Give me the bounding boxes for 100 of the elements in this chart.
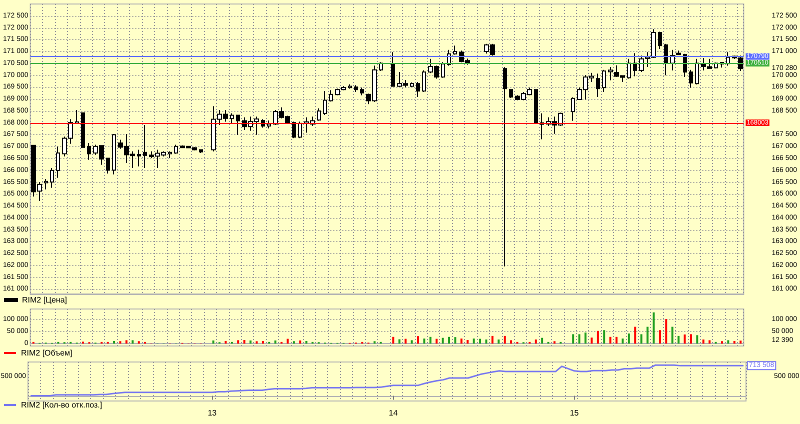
x-tick-label: 13: [208, 408, 218, 418]
candlestick: [360, 87, 364, 96]
candlestick: [670, 49, 675, 71]
bar: [454, 337, 456, 344]
candlestick: [329, 90, 333, 102]
candlestick: [608, 66, 613, 81]
bar: [392, 336, 394, 344]
bar: [243, 340, 246, 344]
bar: [472, 338, 475, 344]
bar: [720, 341, 723, 344]
x-tick-label: 14: [388, 408, 398, 418]
candlestick: [602, 69, 606, 92]
candlestick: [50, 168, 54, 188]
bar: [504, 336, 506, 344]
candlestick: [441, 62, 445, 78]
bar: [628, 334, 630, 344]
candlestick: [75, 110, 79, 124]
bar: [404, 338, 407, 344]
candlestick: [106, 158, 110, 174]
bar: [690, 334, 692, 344]
candlestick: [137, 149, 141, 167]
bar: [590, 338, 593, 344]
bar: [224, 340, 227, 344]
bar: [479, 338, 482, 344]
bar: [436, 338, 438, 344]
candlestick: [323, 90, 327, 116]
bar: [684, 334, 686, 344]
candlestick: [571, 96, 575, 122]
bar: [498, 340, 500, 344]
bar: [696, 335, 698, 344]
candlestick: [143, 124, 147, 169]
bar: [485, 340, 488, 344]
candlestick: [596, 73, 600, 98]
candlestick: [298, 121, 302, 139]
candlestick: [726, 52, 730, 66]
bar: [640, 334, 642, 344]
bar: [671, 326, 674, 344]
candlestick: [174, 144, 178, 154]
candlestick: [664, 43, 668, 76]
bar: [250, 340, 252, 344]
bar: [652, 312, 655, 344]
candlestick: [112, 134, 116, 175]
bar: [541, 338, 544, 344]
bar: [305, 340, 308, 344]
bar: [237, 340, 240, 344]
bar: [429, 336, 432, 344]
bar: [609, 336, 612, 344]
bar: [708, 340, 711, 344]
bar: [534, 340, 537, 344]
legend-label: RIM2 [Объем]: [21, 348, 72, 358]
bar: [584, 332, 587, 344]
bar: [138, 341, 140, 344]
candlestick: [453, 45, 457, 56]
candlestick: [56, 146, 60, 178]
candlestick: [416, 81, 420, 98]
candlestick: [292, 121, 296, 139]
x-tick-label: 15: [570, 408, 580, 418]
bar: [286, 338, 289, 344]
candlestick: [317, 108, 321, 122]
candlestick: [658, 31, 662, 50]
bar: [374, 341, 376, 344]
bar: [212, 340, 214, 344]
bar: [132, 340, 134, 344]
bar: [634, 326, 636, 344]
bar: [491, 336, 494, 344]
bar: [448, 336, 450, 344]
candlestick: [44, 178, 48, 190]
candlestick: [633, 52, 637, 77]
legend-label: RIM2 [Цена]: [22, 296, 68, 304]
bar: [442, 338, 444, 344]
bar: [603, 330, 606, 344]
candlestick: [509, 88, 513, 98]
candlestick: [676, 50, 681, 56]
candlestick: [267, 120, 271, 129]
bar: [740, 340, 742, 344]
candlestick: [503, 66, 507, 267]
bar: [274, 340, 276, 344]
candlestick: [199, 148, 203, 154]
bar: [572, 334, 574, 344]
candlestick: [391, 52, 395, 87]
bar: [646, 326, 649, 344]
bar: [423, 338, 426, 344]
bar: [113, 340, 116, 344]
bar: [466, 340, 469, 344]
bar: [596, 330, 599, 344]
bar: [553, 341, 556, 344]
bar: [299, 340, 302, 344]
legend-label: RIM2 [Кол-во отк.поз.]: [21, 400, 102, 410]
candlestick: [354, 84, 358, 92]
candlestick: [627, 58, 631, 80]
bar: [578, 334, 580, 344]
candlestick: [422, 70, 426, 92]
bar: [510, 340, 512, 344]
bar: [702, 340, 704, 344]
bar: [262, 340, 264, 344]
candlestick: [348, 84, 352, 90]
candlestick: [410, 82, 414, 88]
bar: [622, 338, 624, 344]
bar: [665, 319, 668, 344]
candlestick: [230, 112, 234, 124]
